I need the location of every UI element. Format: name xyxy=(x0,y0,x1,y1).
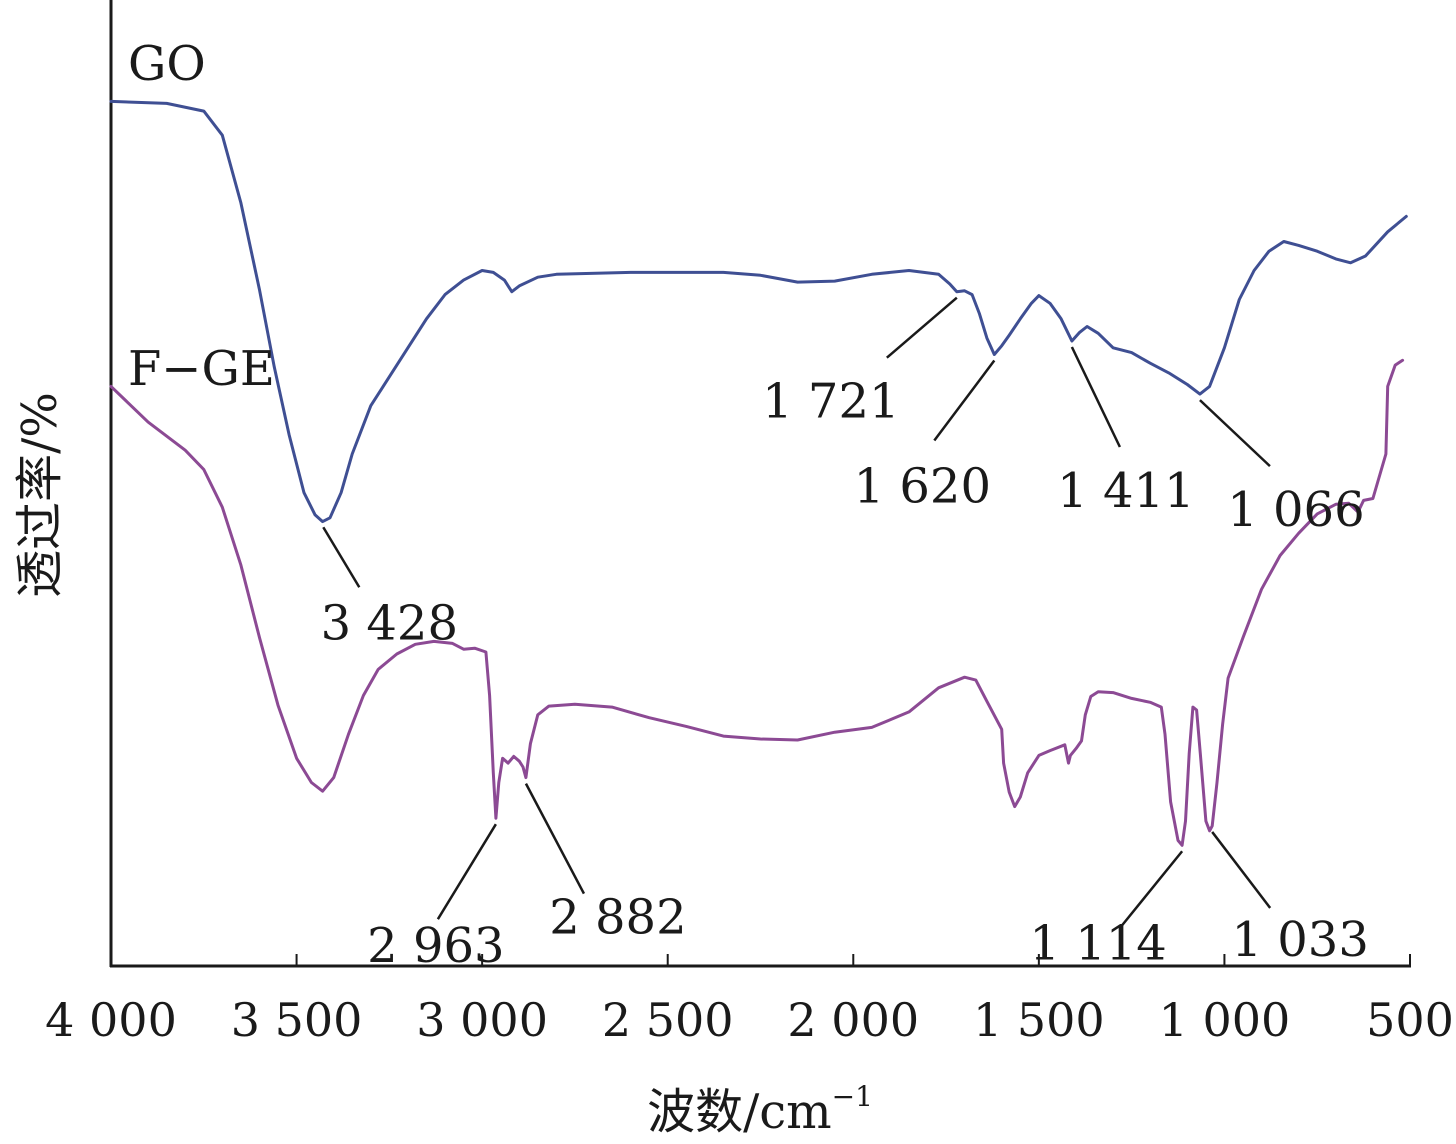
x-tick-label: 1 000 xyxy=(1159,993,1291,1047)
annotation-leader xyxy=(1199,399,1271,468)
x-tick-label: 1 500 xyxy=(973,993,1105,1047)
annotation-leader xyxy=(1211,831,1272,909)
annotation-leader xyxy=(933,359,996,442)
peak-label: 3 428 xyxy=(321,595,458,651)
axes: 4 000 3 500 3 000 2 500 2 000 1 500 1 000 500 xyxy=(45,0,1454,1047)
peak-label: 1 066 xyxy=(1227,482,1364,538)
series-label-go: GO xyxy=(128,36,206,92)
y-axis-label: 透过率/% xyxy=(12,392,68,598)
x-tick-label: 2 000 xyxy=(787,993,919,1047)
annotation-leader xyxy=(436,823,497,920)
peak-label: 1 620 xyxy=(854,459,991,515)
x-tick-label: 2 500 xyxy=(602,993,734,1047)
x-tick-label: 3 000 xyxy=(416,993,548,1047)
x-axis-label-main: 波数/cm xyxy=(647,1084,832,1140)
peak-label: 1 033 xyxy=(1231,912,1368,968)
annotation-leader xyxy=(1121,850,1184,927)
x-tick-label: 500 xyxy=(1366,993,1454,1047)
series-layer xyxy=(109,99,1408,847)
series-line-go xyxy=(109,99,1408,524)
peak-label: 1 114 xyxy=(1029,915,1166,971)
annotation-leader xyxy=(1070,346,1122,448)
peak-label: 2 963 xyxy=(367,918,504,974)
x-axis-label-superscript: −1 xyxy=(832,1080,873,1113)
x-tick-label: 3 500 xyxy=(231,993,363,1047)
annotation-leader xyxy=(524,783,586,895)
peak-label: 2 882 xyxy=(549,890,686,946)
peak-label: 1 411 xyxy=(1057,463,1194,519)
x-axis-label: 波数/cm−1 xyxy=(647,1080,873,1140)
series-label-fge: F−GE xyxy=(128,341,275,397)
x-tick-label: 4 000 xyxy=(45,993,177,1047)
series-line-fge xyxy=(109,358,1405,847)
annotation-leader xyxy=(886,296,958,359)
annotation-leader xyxy=(322,526,361,588)
annotation-layer: 3 428 1 721 1 620 1 411 1 066 2 963 2 882 1 114… xyxy=(321,296,1369,974)
peak-label: 1 721 xyxy=(762,374,899,430)
